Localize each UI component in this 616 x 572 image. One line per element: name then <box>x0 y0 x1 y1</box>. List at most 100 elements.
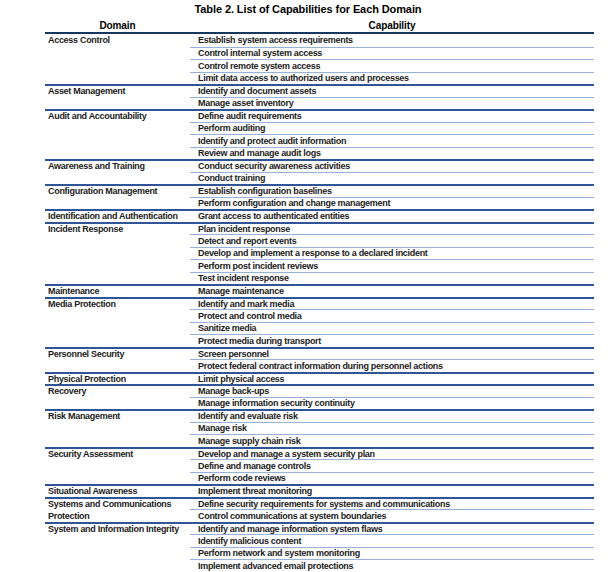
capability-cell: Define and manage controls <box>190 459 594 472</box>
table-row: MaintenanceManage maintenance <box>45 284 594 297</box>
table-row: Perform configuration and change managem… <box>45 197 594 210</box>
capability-cell: Implement threat monitoring <box>190 486 594 497</box>
domain-cell: Physical Protection <box>45 374 190 385</box>
domain-cell: Identification and Authentication <box>45 211 190 222</box>
table-row: Audit and AccountabilityDefine audit req… <box>45 109 594 122</box>
domain-cell <box>45 397 190 410</box>
table-row: Systems and CommunicationsDefine securit… <box>45 497 594 510</box>
capability-cell: Control internal system access <box>190 47 594 60</box>
capability-cell: Implement advanced email protections <box>190 559 594 572</box>
table-row: ProtectionControl communications at syst… <box>45 509 594 522</box>
domain-cell: Maintenance <box>45 286 190 297</box>
capability-cell: Define security requirements for systems… <box>190 499 594 510</box>
domain-cell <box>45 172 190 185</box>
table-row: Perform network and system monitoring <box>45 547 594 560</box>
table-row: Limit data access to authorized users an… <box>45 72 594 85</box>
document-page: Table 2. List of Capabilities for Each D… <box>0 0 616 572</box>
domain-cell <box>45 334 190 347</box>
domain-cell: Recovery <box>45 386 190 397</box>
capability-cell: Perform post incident reviews <box>190 259 594 272</box>
capability-cell: Perform code reviews <box>190 472 594 485</box>
table-row: Perform post incident reviews <box>45 259 594 272</box>
domain-cell <box>45 72 190 85</box>
table-row: Implement advanced email protections <box>45 559 594 572</box>
domain-cell <box>45 147 190 160</box>
capability-cell: Manage supply chain risk <box>190 434 594 447</box>
table-row: Situational AwarenessImplement threat mo… <box>45 484 594 497</box>
table-row: Protect media during transport <box>45 334 594 347</box>
table-row: Review and manage audit logs <box>45 147 594 160</box>
domain-cell <box>45 47 190 60</box>
table-row: Conduct training <box>45 172 594 185</box>
capability-cell: Protect federal contract information dur… <box>190 359 594 372</box>
table-row: Manage asset inventory <box>45 97 594 110</box>
table-row: Control remote system access <box>45 59 594 72</box>
capability-cell: Manage asset inventory <box>190 97 594 110</box>
table-row: Identify malicious content <box>45 534 594 547</box>
domain-cell <box>45 234 190 247</box>
capability-cell: Identify and evaluate risk <box>190 411 594 422</box>
table-header-row: Domain Capability <box>45 19 594 34</box>
table-row: Define and manage controls <box>45 459 594 472</box>
table-row: Develop and implement a response to a de… <box>45 247 594 260</box>
capability-cell: Sanitize media <box>190 322 594 335</box>
capability-cell: Perform network and system monitoring <box>190 547 594 560</box>
capability-cell: Establish system access requirements <box>190 34 594 47</box>
domain-cell <box>45 422 190 435</box>
domain-cell: Incident Response <box>45 224 190 235</box>
table-row: RecoveryManage back-ups <box>45 384 594 397</box>
capability-cell: Manage back-ups <box>190 386 594 397</box>
capability-cell: Review and manage audit logs <box>190 147 594 160</box>
domain-cell <box>45 359 190 372</box>
domain-cell <box>45 459 190 472</box>
table-row: Physical ProtectionLimit physical access <box>45 372 594 385</box>
capability-cell: Manage maintenance <box>190 286 594 297</box>
domain-cell: Media Protection <box>45 299 190 310</box>
column-header-capability: Capability <box>190 20 594 32</box>
domain-cell <box>45 322 190 335</box>
table-row: Manage risk <box>45 422 594 435</box>
domain-cell <box>45 309 190 322</box>
domain-cell: Security Assessment <box>45 449 190 460</box>
domain-cell <box>45 122 190 135</box>
capability-cell: Protect media during transport <box>190 334 594 347</box>
capability-cell: Identify and mark media <box>190 299 594 310</box>
domain-cell: Awareness and Training <box>45 161 190 172</box>
capability-cell: Detect and report events <box>190 234 594 247</box>
table-row: System and Information IntegrityIdentify… <box>45 522 594 535</box>
capability-cell: Protect and control media <box>190 309 594 322</box>
domain-cell <box>45 559 190 572</box>
domain-cell: System and Information Integrity <box>45 524 190 535</box>
capability-cell: Control communications at system boundar… <box>190 509 594 522</box>
table-row: Protect federal contract information dur… <box>45 359 594 372</box>
capability-cell: Control remote system access <box>190 59 594 72</box>
domain-cell <box>45 534 190 547</box>
table-row: Detect and report events <box>45 234 594 247</box>
capability-cell: Limit physical access <box>190 374 594 385</box>
capability-cell: Establish configuration baselines <box>190 186 594 197</box>
domain-cell: Risk Management <box>45 411 190 422</box>
table-row: Awareness and TrainingConduct security a… <box>45 159 594 172</box>
domain-cell: Asset Management <box>45 86 190 97</box>
table-row: Asset ManagementIdentify and document as… <box>45 84 594 97</box>
table-body: Access ControlEstablish system access re… <box>45 34 594 572</box>
domain-cell <box>45 434 190 447</box>
domain-cell <box>45 59 190 72</box>
table-row: Protect and control media <box>45 309 594 322</box>
domain-cell <box>45 472 190 485</box>
table-row: Perform code reviews <box>45 472 594 485</box>
domain-cell <box>45 134 190 147</box>
domain-cell <box>45 197 190 210</box>
capability-cell: Conduct training <box>190 172 594 185</box>
capability-cell: Conduct security awareness activities <box>190 161 594 172</box>
domain-cell <box>45 97 190 110</box>
capability-cell: Identify and protect audit information <box>190 134 594 147</box>
domain-cell: Configuration Management <box>45 186 190 197</box>
table-row: Control internal system access <box>45 47 594 60</box>
domain-cell <box>45 547 190 560</box>
capability-cell: Identify and manage information system f… <box>190 524 594 535</box>
capability-cell: Develop and manage a system security pla… <box>190 449 594 460</box>
capability-cell: Identify malicious content <box>190 534 594 547</box>
table-row: Manage supply chain risk <box>45 434 594 447</box>
domain-cell: Systems and Communications <box>45 499 190 510</box>
